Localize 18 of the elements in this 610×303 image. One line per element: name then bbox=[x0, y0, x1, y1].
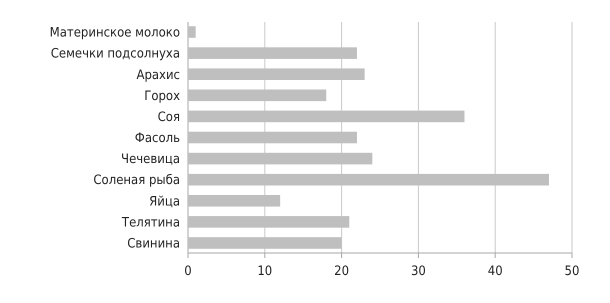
y-tick-label: Материнское молоко bbox=[50, 26, 180, 41]
y-tick-label: Чечевица bbox=[121, 152, 180, 168]
y-tick-label: Горох bbox=[144, 88, 180, 104]
y-tick-label: Свинина bbox=[127, 236, 180, 252]
y-tick-label: Арахис bbox=[136, 68, 180, 83]
y-tick-label: Яйца bbox=[149, 194, 180, 210]
y-tick-label: Телятина bbox=[120, 215, 180, 230]
y-tick-label: Семечки подсолнуха bbox=[50, 46, 180, 62]
x-tick-label: 30 bbox=[410, 264, 426, 279]
y-tick-label: Фасоль bbox=[134, 131, 180, 146]
x-tick-label: 20 bbox=[334, 264, 350, 279]
y-tick-label: Соя bbox=[158, 110, 180, 125]
y-tick-label: Соленая рыба bbox=[93, 173, 180, 188]
x-tick-label: 0 bbox=[184, 264, 192, 279]
x-tick-label: 40 bbox=[488, 264, 503, 279]
x-tick-label: 10 bbox=[257, 264, 272, 279]
x-tick-label: 50 bbox=[564, 264, 580, 279]
bar bbox=[188, 26, 196, 38]
